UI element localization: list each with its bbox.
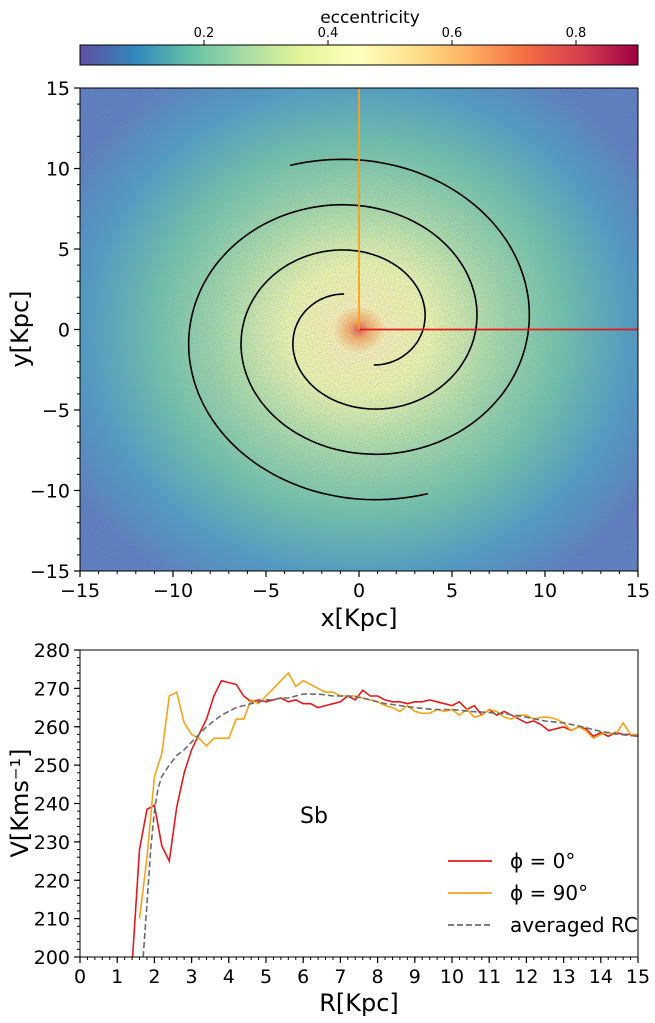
rc-ytick-label: 210	[34, 909, 70, 931]
map-xtick-label: 0	[353, 580, 365, 602]
map-ylabel: y[Kpc]	[6, 290, 34, 367]
rc-xtick-label: 1	[111, 966, 123, 988]
map-ytick-label: 10	[46, 159, 70, 181]
colorbar-bar	[79, 44, 639, 66]
map-xtick-label: −5	[252, 580, 280, 602]
map-xtick-label: 10	[533, 580, 557, 602]
map-ytick-label: −5	[42, 400, 70, 422]
colorbar: eccentricity 0.2 0.4 0.6 0.8	[79, 8, 639, 66]
rc-xtick-label: 7	[334, 966, 346, 988]
rc-xtick-label: 6	[297, 966, 309, 988]
rc-ytick-label: 200	[34, 947, 70, 969]
spiral-arm	[240, 158, 531, 456]
map-xtick-label: 15	[626, 580, 650, 602]
rays	[358, 88, 638, 331]
rc-ytick-label: 270	[34, 678, 70, 700]
rc-xtick-label: 0	[74, 966, 86, 988]
rc-xtick-label: 3	[186, 966, 198, 988]
colorbar-tick-label: 0.4	[318, 26, 339, 41]
colorbar-ticks: 0.2 0.4 0.6 0.8	[194, 26, 587, 45]
spiral-arms	[187, 158, 531, 501]
colorbar-tick-label: 0.6	[442, 26, 463, 41]
colorbar-tick-label: 0.8	[566, 26, 587, 41]
map-ytick-label: −15	[30, 561, 70, 583]
colorbar-title: eccentricity	[320, 8, 420, 28]
rc-ytick-label: 220	[34, 870, 70, 892]
rc-xtick-label: 5	[260, 966, 272, 988]
rc-xtick-label: 11	[477, 966, 501, 988]
map-ytick-label: 5	[58, 239, 70, 261]
rc-xtick-label: 10	[440, 966, 464, 988]
rc-ytick-label: 250	[34, 755, 70, 777]
map-ytick-label: 15	[46, 78, 70, 100]
rc-xtick-label: 12	[514, 966, 538, 988]
map-xtick-label: −15	[60, 580, 100, 602]
rc-xtick-label: 2	[148, 966, 160, 988]
map-ticks: −15 −10 −5 0 5 10 15 −15 −10 −5 0 5 10 15	[30, 78, 650, 602]
rc-xtick-label: 13	[552, 966, 576, 988]
rc-xtick-label: 4	[223, 966, 235, 988]
legend-label: averaged RC	[510, 913, 638, 937]
rc-xtick-label: 14	[589, 966, 613, 988]
rc-legend: ϕ = 0° ϕ = 90° averaged RC	[448, 849, 638, 937]
rc-ytick-label: 240	[34, 794, 70, 816]
rc-background	[80, 650, 638, 957]
rc-xtick-label: 15	[626, 966, 650, 988]
map-ytick-label: 0	[58, 320, 70, 342]
rc-annotation: Sb	[300, 804, 328, 829]
xy-map-panel: −15 −10 −5 0 5 10 15 −15 −10 −5 0 5 10 15 x[Kpc] y[Kp…	[6, 78, 650, 632]
spiral-arm	[187, 203, 478, 501]
rc-ticks: 0 1 2 3 4 5 6 7 8 9 10 11 12 13 14 15200210220230240250…	[34, 640, 650, 988]
rc-ytick-label: 280	[34, 640, 70, 662]
rc-lines	[131, 671, 638, 957]
rc-xlabel: R[Kpc]	[319, 989, 399, 1017]
rc-ylabel: V[Kms⁻¹]	[6, 748, 34, 857]
legend-label: ϕ = 0°	[510, 849, 575, 873]
rc-series-line	[131, 679, 638, 957]
map-xlabel: x[Kpc]	[320, 604, 397, 632]
map-xtick-label: −10	[153, 580, 193, 602]
rc-xtick-label: 9	[409, 966, 421, 988]
colorbar-tick-label: 0.2	[194, 26, 215, 41]
rc-xtick-label: 8	[372, 966, 384, 988]
rc-ytick-label: 230	[34, 832, 70, 854]
rc-series-line	[138, 671, 638, 919]
rc-ytick-label: 260	[34, 717, 70, 739]
rc-series-line	[142, 693, 638, 957]
map-ytick-label: −10	[30, 481, 70, 503]
legend-label: ϕ = 90°	[510, 881, 588, 905]
rotation-curve-panel: 0 1 2 3 4 5 6 7 8 9 10 11 12 13 14 15200210220230240250…	[6, 640, 650, 1017]
map-xtick-label: 5	[446, 580, 458, 602]
